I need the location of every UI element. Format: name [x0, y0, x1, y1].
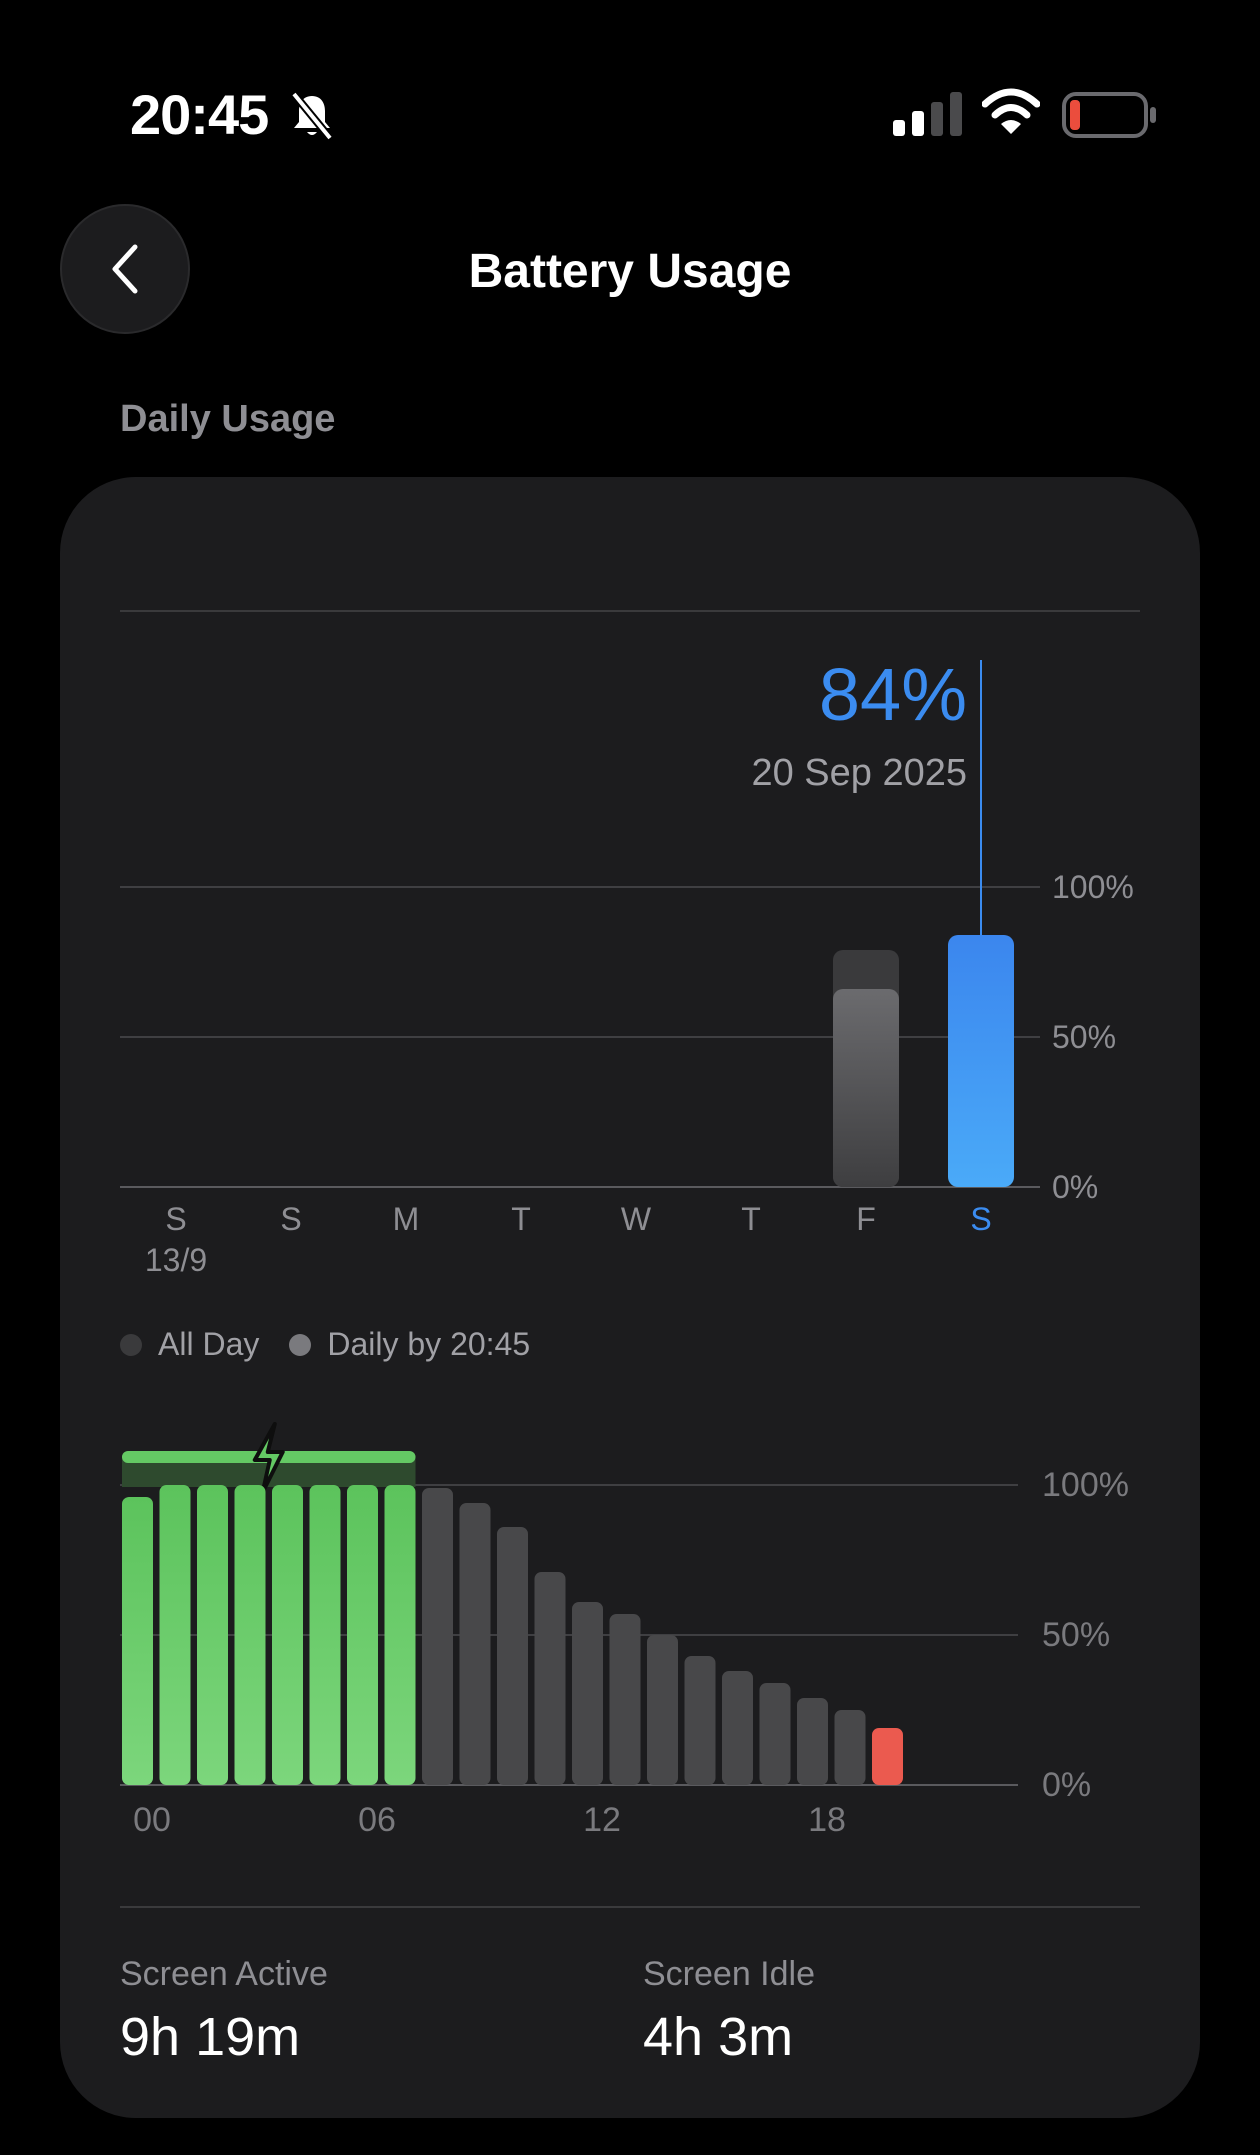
screen-idle-label: Screen Idle [643, 1955, 815, 1993]
section-label: Daily Usage [120, 398, 336, 440]
chevron-left-icon [112, 244, 138, 294]
hour-bar-charging[interactable] [347, 1485, 378, 1785]
legend-item-all-day: All Day [120, 1326, 259, 1363]
hour-bar[interactable] [647, 1635, 678, 1785]
x-tick-label: 06 [358, 1801, 396, 1839]
hour-bar-charging[interactable] [309, 1485, 341, 1785]
x-tick-label: S [280, 1201, 301, 1237]
hour-bar[interactable] [797, 1698, 828, 1785]
x-tick-label: 00 [133, 1801, 171, 1839]
x-tick-label: 12 [583, 1801, 621, 1839]
weekly-usage-chart[interactable]: 0% 50% 100% S 13/9 S M T W T F S 84% 20 Sep 2025 [100, 560, 1160, 1300]
x-tick-label: F [856, 1201, 876, 1237]
hour-bar[interactable] [572, 1602, 603, 1785]
hour-bar[interactable] [497, 1527, 528, 1785]
bar-daily-by[interactable] [833, 989, 899, 1187]
wifi-icon [982, 88, 1040, 134]
hour-bar[interactable] [609, 1614, 641, 1785]
legend-dot-all-day [120, 1333, 142, 1356]
hour-bar[interactable] [722, 1671, 753, 1785]
x-tick-label: M [393, 1201, 420, 1237]
bar-selected-day[interactable] [948, 935, 1014, 1187]
y-tick-label: 50% [1052, 1019, 1116, 1055]
hour-bar[interactable] [684, 1656, 716, 1785]
hour-bar[interactable] [534, 1572, 566, 1785]
y-tick-label: 100% [1052, 869, 1134, 905]
hour-bar[interactable] [422, 1488, 453, 1785]
y-tick-label: 100% [1042, 1466, 1129, 1504]
hour-bar-low[interactable] [872, 1728, 903, 1785]
y-tick-label: 50% [1042, 1616, 1110, 1654]
x-tick-label: T [741, 1201, 761, 1237]
legend-item-daily-by: Daily by 20:45 [289, 1326, 530, 1363]
hour-bar-charging[interactable] [384, 1485, 416, 1785]
hour-bar[interactable] [834, 1710, 866, 1785]
x-tick-sublabel: 13/9 [145, 1242, 207, 1278]
x-tick-label: 18 [808, 1801, 846, 1839]
screen-active-value: 9h 19m [120, 2007, 301, 2067]
hour-bar-charging[interactable] [159, 1485, 191, 1785]
cellular-signal-icon [893, 92, 962, 136]
hour-bar[interactable] [459, 1503, 491, 1785]
screen-active-stat: Screen Active 9h 19m [120, 1955, 328, 2068]
status-time: 20:45 [130, 83, 269, 146]
chart-legend: All Day Daily by 20:45 [120, 1326, 560, 1363]
x-tick-label: T [511, 1201, 531, 1237]
hour-bar-charging[interactable] [234, 1485, 266, 1785]
hour-bar-charging[interactable] [122, 1497, 153, 1785]
tooltip-value: 84% [819, 653, 967, 736]
screen-idle-value: 4h 3m [643, 2007, 794, 2067]
battery-low-icon [1062, 92, 1156, 138]
legend-label-daily-by: Daily by 20:45 [327, 1326, 531, 1362]
hour-bar-charging[interactable] [272, 1485, 303, 1785]
bell-slash-icon [290, 91, 334, 141]
screen-active-label: Screen Active [120, 1955, 328, 1993]
x-tick-label: S [165, 1201, 186, 1237]
legend-dot-daily-by [289, 1333, 312, 1356]
y-tick-label: 0% [1052, 1169, 1098, 1205]
back-button[interactable] [60, 204, 190, 334]
hour-bar[interactable] [759, 1683, 791, 1785]
hourly-battery-chart[interactable]: 0% 50% 100% 00 06 12 18 [100, 1410, 1160, 1870]
screen-idle-stat: Screen Idle 4h 3m [643, 1955, 815, 2068]
page-title: Battery Usage [468, 245, 792, 298]
x-tick-label: W [621, 1201, 652, 1237]
legend-label-all-day: All Day [158, 1326, 260, 1362]
x-tick-label: S [970, 1201, 991, 1237]
stats-divider [120, 1906, 1140, 1908]
tooltip-date: 20 Sep 2025 [751, 752, 967, 794]
daily-usage-card [60, 477, 1200, 2118]
y-tick-label: 0% [1042, 1766, 1091, 1804]
hour-bar-charging[interactable] [197, 1485, 228, 1785]
